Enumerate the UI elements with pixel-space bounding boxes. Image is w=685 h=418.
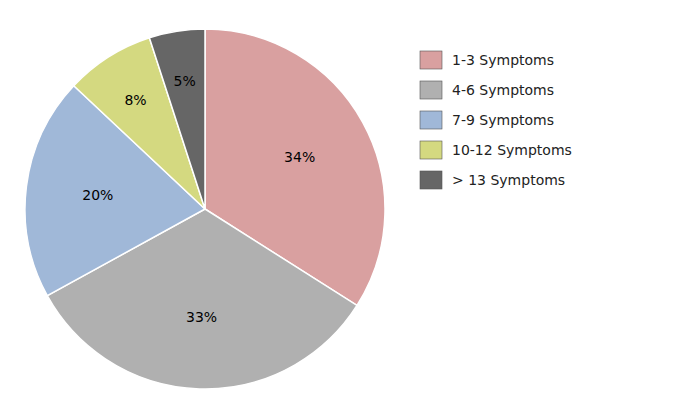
legend-swatch (420, 81, 442, 99)
data-labels: 34% 33% 20% 8% 5% (82, 73, 315, 325)
chart: 34% 33% 20% 8% 5% 1-3 Symptoms 4-6 Symptoms 7-9… (0, 0, 685, 418)
legend-label: 1-3 Symptoms (452, 52, 554, 68)
legend-label: 10-12 Symptoms (452, 142, 572, 158)
legend-swatch (420, 111, 442, 129)
legend-label: 4-6 Symptoms (452, 82, 554, 98)
data-label: 8% (124, 92, 146, 108)
pie (25, 29, 385, 389)
legend-label: > 13 Symptoms (452, 172, 565, 188)
pie-slice (149, 29, 205, 209)
data-label: 5% (174, 73, 196, 89)
legend-swatch (420, 51, 442, 69)
data-label: 20% (82, 187, 113, 203)
chart-container: 34% 33% 20% 8% 5% 1-3 Symptoms 4-6 Symptoms 7-9… (0, 0, 685, 418)
legend-label: 7-9 Symptoms (452, 112, 554, 128)
legend-swatch (420, 171, 442, 189)
data-label: 34% (284, 149, 315, 165)
data-label: 33% (186, 309, 217, 325)
legend: 1-3 Symptoms 4-6 Symptoms 7-9 Symptoms 10-1… (420, 51, 572, 189)
legend-swatch (420, 141, 442, 159)
